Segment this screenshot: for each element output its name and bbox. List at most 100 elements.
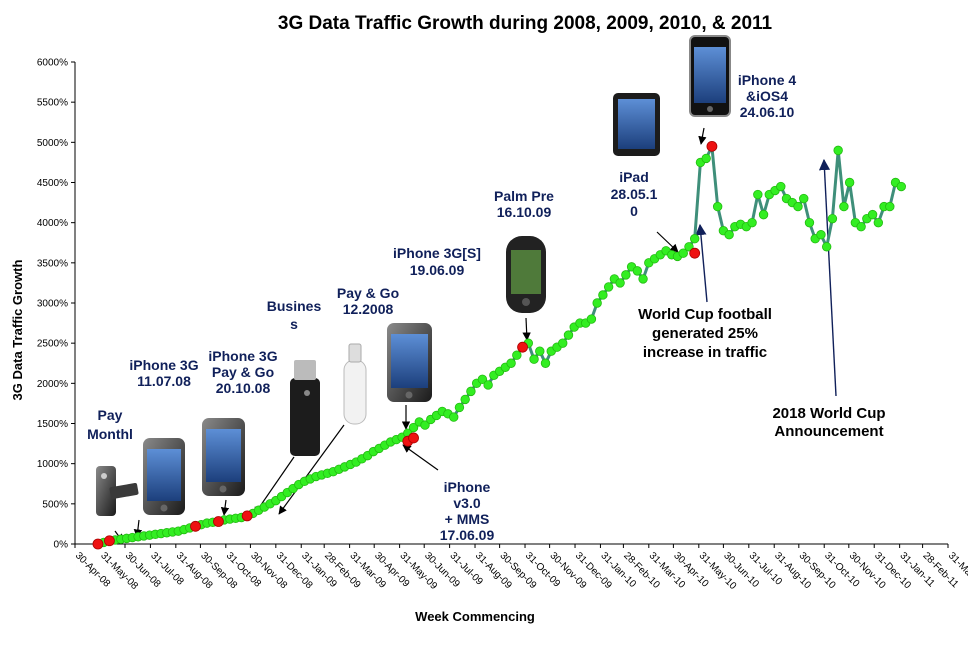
annotation-line: World Cup football	[638, 306, 772, 323]
arrow-iphone-4	[698, 127, 707, 145]
arrow-iphone-3g-pay-go	[220, 499, 230, 516]
data-point	[540, 358, 551, 368]
data-point	[804, 217, 815, 228]
data-point	[724, 230, 734, 240]
annotation-label: 2018 World Cup Announcement	[772, 405, 885, 440]
annotation-line: iPhone 3G	[129, 357, 198, 373]
data-point	[558, 338, 568, 348]
annotation-line: 20.10.08	[216, 380, 271, 396]
annotation-label: iPhone v3.0 + MMS 17.06.09	[440, 479, 495, 543]
annotation-line: + MMS	[445, 511, 490, 527]
data-point	[563, 330, 574, 340]
annotation-line: Busines	[267, 298, 322, 314]
data-point	[535, 346, 545, 356]
data-point	[598, 290, 608, 300]
iphone-4-icon	[689, 35, 731, 117]
data-point	[712, 201, 723, 212]
y-tick-label: 4500%	[37, 178, 68, 189]
data-point	[821, 242, 832, 252]
data-point	[638, 274, 648, 284]
arrow-world-cup-football	[695, 223, 708, 303]
data-point	[506, 358, 516, 368]
y-axis-label: 3G Data Traffic Growth	[10, 260, 25, 401]
palm-pre-icon	[506, 236, 546, 313]
y-tick-label: 4000%	[37, 218, 68, 229]
data-point	[460, 394, 470, 405]
annotation-line: 24.06.10	[740, 104, 795, 120]
data-point	[449, 412, 459, 422]
annotation-line: 28.05.1	[611, 186, 658, 202]
data-point	[477, 374, 488, 385]
data-point	[678, 248, 688, 258]
chart-title: 3G Data Traffic Growth during 2008, 2009…	[278, 13, 773, 34]
data-point	[776, 181, 786, 192]
usb-modem-business-icon	[290, 360, 320, 456]
data-point	[586, 314, 597, 324]
event-marker	[104, 535, 115, 547]
data-point	[799, 193, 809, 204]
data-point	[844, 177, 855, 188]
annotation-line: Pay & Go	[212, 364, 274, 380]
usb-modem-pay-monthly-icon	[96, 466, 139, 516]
annotation-line: Pay	[98, 407, 123, 423]
event-marker	[706, 140, 718, 152]
event-markers	[92, 140, 718, 550]
annotation-line: Announcement	[774, 423, 883, 440]
event-marker	[408, 432, 419, 444]
data-point	[833, 145, 843, 156]
y-tick-label: 3500%	[37, 258, 68, 269]
data-point	[408, 422, 419, 433]
data-point	[615, 278, 625, 288]
annotation-label: Palm Pre 16.10.09	[494, 188, 554, 220]
iphone-3gs-icon	[387, 323, 432, 402]
data-point	[483, 380, 493, 390]
data-point	[621, 270, 631, 280]
data-point	[793, 201, 803, 212]
x-axis-label: Week Commencing	[415, 609, 535, 624]
data-point	[867, 209, 878, 220]
annotation-line: iPhone 3G	[208, 348, 277, 364]
data-point	[701, 153, 711, 164]
annotation-line: iPhone 3G[S]	[393, 245, 481, 261]
data-point	[420, 420, 430, 430]
annotation-label: iPhone 4 &iOS4 24.06.10	[738, 72, 797, 120]
data-point	[873, 217, 884, 228]
data-point	[529, 354, 539, 364]
iphone-3g-pay-and-go-icon	[202, 418, 245, 496]
arrow-ipad	[656, 231, 679, 253]
data-point	[512, 350, 522, 360]
annotation-label: iPhone 3G Pay & Go 20.10.08	[208, 348, 277, 396]
usb-modem-pay-and-go-icon	[343, 343, 367, 425]
data-point	[747, 217, 757, 228]
arrow-palm-pre	[522, 317, 531, 341]
data-point	[466, 386, 476, 397]
annotation-line: 16.10.09	[497, 204, 552, 220]
arrow-pay-go-dec	[278, 424, 345, 515]
annotation-label: Pay Monthl	[87, 407, 133, 442]
iphone-3g-icon	[143, 438, 185, 515]
arrow-2018-world-cup	[818, 158, 837, 397]
annotation-line: s	[290, 316, 298, 332]
data-point	[632, 266, 643, 276]
event-marker	[213, 516, 224, 527]
y-tick-label: 5500%	[37, 98, 68, 109]
annotation-line: generated 25%	[652, 325, 758, 342]
x-ticks: 30-Apr-0831-May-0830-Jun-0831-Jul-0831-A…	[73, 544, 968, 592]
data-point	[603, 282, 614, 292]
annotation-line: v3.0	[453, 495, 480, 511]
annotation-line: &iOS4	[746, 88, 788, 104]
data-point	[684, 242, 694, 252]
data-point	[690, 234, 700, 244]
annotation-line: iPad	[619, 169, 649, 185]
y-tick-label: 0%	[54, 540, 69, 551]
ipad-icon	[613, 93, 660, 156]
annotation-label: iPad 28.05.1 0	[611, 169, 658, 219]
annotation-line: 2018 World Cup	[772, 405, 885, 422]
annotation-label: iPhone 3G[S] 19.06.09	[393, 245, 481, 278]
y-ticks: 0% 500% 1000% 1500% 2000% 2500% 3000% 3500% 4000…	[37, 58, 75, 551]
y-tick-label: 3000%	[37, 299, 68, 310]
annotation-line: 11.07.08	[137, 373, 191, 389]
data-point	[885, 201, 895, 212]
event-marker	[241, 510, 253, 522]
